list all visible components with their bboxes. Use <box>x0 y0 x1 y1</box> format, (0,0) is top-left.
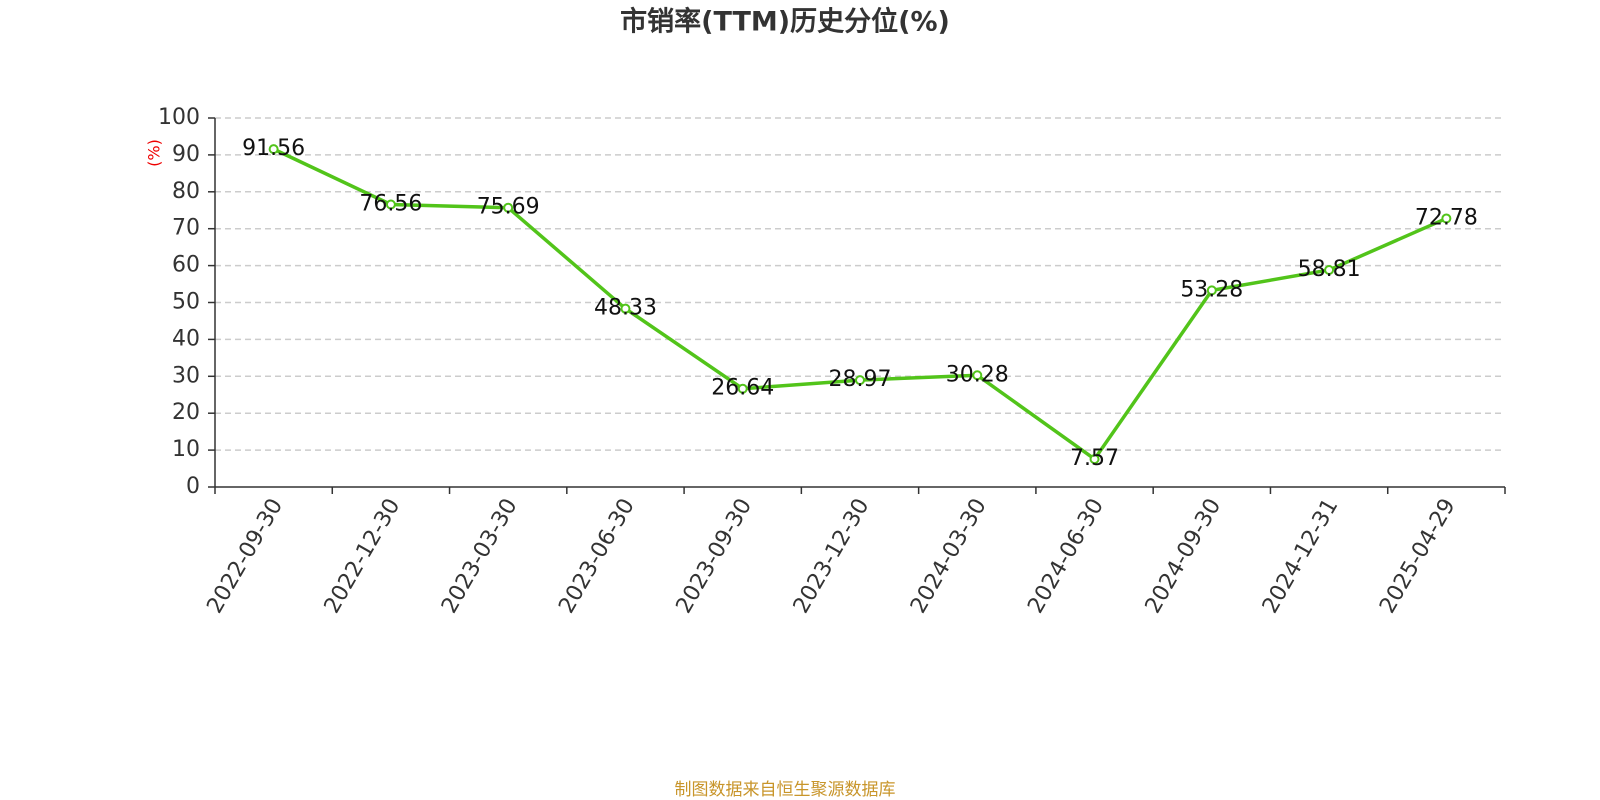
x-tick-label: 2023-06-30 <box>554 495 640 618</box>
data-label: 75.69 <box>477 195 540 220</box>
y-axis-label: (%) <box>145 139 164 167</box>
x-tick-label: 2023-12-30 <box>789 495 875 618</box>
x-tick-label: 2024-03-30 <box>906 495 992 618</box>
data-point <box>268 144 279 155</box>
data-point <box>503 202 514 213</box>
data-point <box>1324 264 1335 275</box>
data-label: 28.97 <box>829 367 892 392</box>
data-label: 7.57 <box>1070 446 1119 471</box>
data-point <box>737 383 748 394</box>
data-point <box>385 199 396 210</box>
data-point <box>620 303 631 314</box>
x-tick-label: 2023-03-30 <box>437 495 523 618</box>
x-tick-label: 2024-12-31 <box>1258 495 1344 618</box>
data-point <box>1206 285 1217 296</box>
data-point <box>855 375 865 386</box>
x-tick-label: 2023-09-30 <box>672 495 758 618</box>
data-label: 76.56 <box>359 191 422 216</box>
data-label: 26.64 <box>711 376 774 401</box>
x-tick-label: 2025-04-29 <box>1375 495 1461 618</box>
x-tick-label: 2024-09-30 <box>1141 495 1227 618</box>
y-tick-label: 60 <box>172 253 200 278</box>
y-tick-label: 50 <box>172 290 200 315</box>
y-tick-label: 30 <box>172 363 200 388</box>
y-tick-label: 90 <box>172 142 200 167</box>
y-tick-label: 0 <box>186 474 200 499</box>
data-label: 58.81 <box>1298 257 1361 282</box>
data-label: 48.33 <box>594 296 657 321</box>
x-tick-label: 2022-09-30 <box>202 495 288 618</box>
x-tick-label: 2022-12-30 <box>320 494 406 617</box>
y-tick-label: 70 <box>172 216 200 241</box>
chart-title: 市销率(TTM)历史分位(%) <box>620 6 950 38</box>
data-point <box>972 370 983 381</box>
data-label: 30.28 <box>946 362 1009 387</box>
y-tick-label: 100 <box>158 105 200 130</box>
data-label: 53.28 <box>1180 277 1243 302</box>
y-tick-label: 20 <box>172 400 200 425</box>
data-label: 91.56 <box>242 136 305 161</box>
data-label: 72.78 <box>1415 205 1478 230</box>
y-tick-label: 40 <box>172 326 200 351</box>
y-tick-label: 10 <box>172 437 200 462</box>
x-tick-label: 2024-06-30 <box>1023 495 1109 618</box>
y-tick-label: 80 <box>172 179 200 204</box>
source-note: 制图数据来自恒生聚源数据库 <box>675 780 896 800</box>
data-point <box>1441 213 1452 224</box>
data-point <box>1089 454 1100 465</box>
